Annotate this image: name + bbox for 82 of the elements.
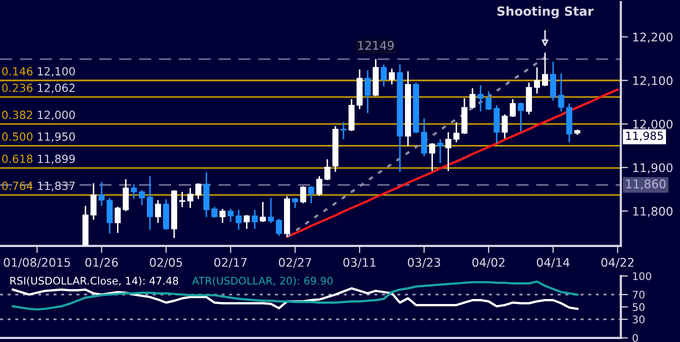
x-tick-label: 01/26 [85, 258, 118, 268]
x-tick-label: 04/02 [472, 258, 504, 268]
candlestick [114, 206, 121, 234]
candlestick [316, 176, 322, 197]
candlestick [98, 181, 105, 207]
x-tick-label: 03/11 [343, 258, 376, 268]
ref-line-label: 0.764 11,837 [2, 182, 75, 192]
candlestick [494, 104, 500, 144]
x-tick-label: 02/05 [150, 258, 182, 268]
ref-line-label: 0.618 11,899 [2, 154, 75, 164]
candlestick [469, 88, 476, 109]
line-series [286, 56, 546, 238]
candlestick [268, 197, 274, 224]
candlestick [146, 176, 153, 230]
text: 11,985 [626, 132, 663, 142]
candlestick [90, 182, 97, 220]
candlestick [252, 209, 258, 230]
series-label: ATR(USDOLLAR, 20): 69.90 [192, 276, 333, 286]
candlestick [478, 84, 484, 112]
candlestick [276, 218, 282, 237]
ref-line-label: 0.382 12,000 [2, 110, 75, 120]
candlestick [502, 114, 508, 140]
candlestick [300, 186, 306, 204]
candlestick [388, 68, 395, 86]
candlestick [486, 90, 492, 111]
candlestick [228, 208, 234, 223]
candlestick [364, 70, 371, 114]
y-tick-label: 70 [632, 290, 645, 299]
y-tick-label: 11,900 [633, 163, 672, 174]
candlestick [187, 187, 194, 209]
candlestick [550, 61, 556, 102]
candlestick [155, 199, 162, 224]
line-series [286, 88, 619, 238]
series-label: RSI(USDOLLAR.Close, 14): 47.48 [10, 276, 178, 286]
candlestick [534, 66, 540, 94]
candlestick [292, 197, 298, 209]
candlestick [138, 189, 145, 206]
y-tick-label: 11,800 [633, 206, 672, 217]
ref-line-label: 0.500 11,950 [2, 132, 75, 142]
candlestick [179, 191, 186, 208]
line-series [12, 287, 578, 310]
candlestick [437, 138, 444, 164]
candlestick [542, 52, 548, 87]
candlestick [308, 186, 314, 204]
candlestick [380, 64, 387, 88]
candlestick [220, 208, 226, 224]
ref-line-label: 0.236 12,062 [2, 84, 74, 94]
candlestick [445, 132, 452, 172]
candlestick [211, 206, 218, 218]
y-tick-label: 100 [633, 272, 652, 280]
candlestick [324, 158, 330, 181]
candlestick [130, 183, 137, 200]
y-tick-label: 12,100 [633, 76, 672, 86]
candlestick [244, 214, 250, 230]
y-tick-label: 12,200 [633, 32, 672, 43]
candlestick [518, 102, 524, 132]
x-tick-label: 04/14 [536, 258, 570, 268]
candlestick [195, 182, 202, 200]
candlestick [453, 122, 460, 143]
candlestick [106, 197, 113, 234]
candlestick [260, 201, 266, 223]
y-tick-label: 0 [632, 334, 638, 342]
y-tick-label: 30 [632, 316, 645, 324]
candlestick [526, 82, 532, 116]
candlestick [340, 122, 346, 140]
y-tick-label: 12,000 [633, 120, 672, 130]
candlestick [122, 178, 129, 212]
candlestick [429, 142, 436, 172]
ref-line-label: 12149 [358, 40, 394, 50]
ref-line-label: 0.146 12,100 [2, 67, 75, 77]
ref-line-label: 11,860 [626, 179, 666, 190]
x-tick-label: 04/22 [601, 258, 634, 268]
x-tick-label: 02/17 [214, 258, 247, 268]
candlestick [558, 72, 564, 112]
candlestick [236, 209, 242, 230]
candlestick [510, 98, 516, 118]
x-tick-label: 03/23 [408, 258, 440, 268]
y-tick-label: 50 [632, 303, 645, 312]
x-tick-label: 02/27 [278, 258, 312, 268]
x-tick-label: 01/08/2015 [4, 258, 70, 268]
candlestick [421, 118, 428, 157]
annotation: Shooting Star [497, 6, 594, 18]
